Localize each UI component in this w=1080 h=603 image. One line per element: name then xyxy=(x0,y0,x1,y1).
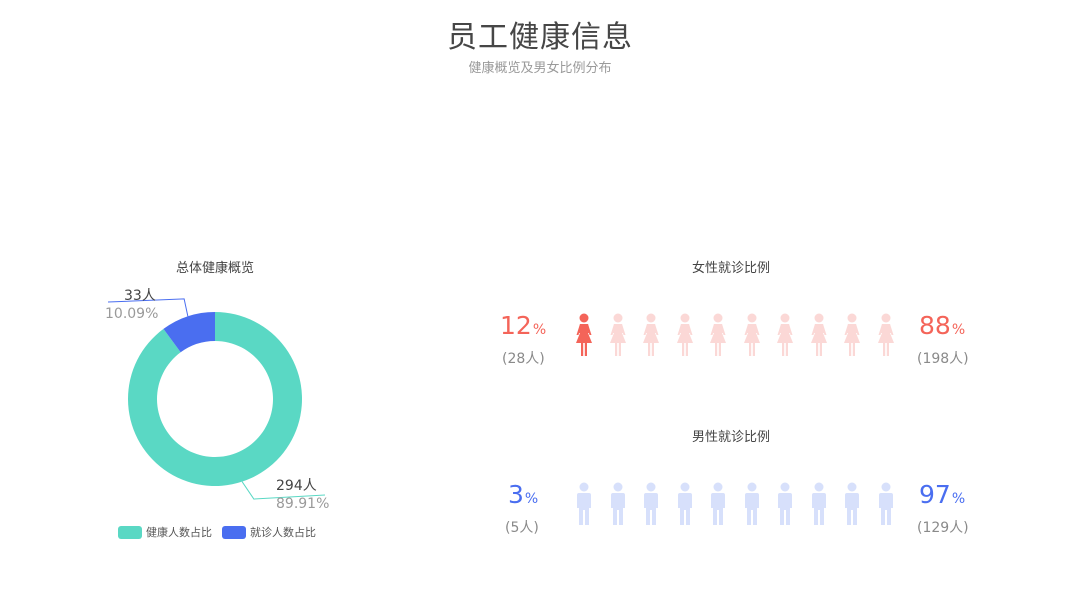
male-figure-icon-6 xyxy=(744,482,759,525)
male-figure-icon-1 xyxy=(577,482,591,525)
male-figure-icon-5 xyxy=(711,482,725,525)
female-left-percent-unit: % xyxy=(532,322,547,338)
female-left-percent: 12% xyxy=(500,312,546,344)
female-chart-title: 女性就诊比例 xyxy=(691,261,770,276)
female-left-percent-value: 12 xyxy=(500,311,532,340)
legend-swatch-healthy xyxy=(118,525,142,539)
donut-chart-title: 总体健康概览 xyxy=(175,261,254,276)
male-figure-icon-8 xyxy=(811,482,826,525)
donut-slice-healthy[interactable] xyxy=(128,312,303,486)
female-right-percent: 88% xyxy=(919,312,965,344)
legend-item-healthy[interactable]: 健康人数占比 xyxy=(118,524,212,540)
female-figure-icon-9 xyxy=(844,313,860,356)
female-right-percent-unit: % xyxy=(951,322,966,338)
male-figure-icon-4 xyxy=(677,482,692,525)
male-right-count: (129人) xyxy=(917,520,969,536)
female-right-count: (198人) xyxy=(917,351,969,367)
female-figure-icon-6 xyxy=(743,313,760,356)
legend-swatch-visit xyxy=(222,525,246,539)
page-subtitle: 健康概览及男女比例分布 xyxy=(468,61,612,76)
donut-slice-visit[interactable] xyxy=(163,312,215,353)
male-icon-row xyxy=(572,482,907,526)
male-figure-icon-3 xyxy=(644,482,658,525)
female-left-count: (28人) xyxy=(502,351,545,367)
male-left-count: (5人) xyxy=(505,520,539,536)
male-right-percent-value: 97 xyxy=(919,480,951,509)
donut-legend: 健康人数占比 就诊人数占比 xyxy=(118,524,326,540)
female-figure-icon-4 xyxy=(676,313,693,356)
donut-percent-label-visit: 10.09% xyxy=(105,306,158,322)
male-figure-icon-10 xyxy=(878,482,893,525)
female-figure-icon-10 xyxy=(877,313,894,356)
male-left-percent-unit: % xyxy=(524,491,539,507)
female-figure-icon-3 xyxy=(643,313,659,356)
male-figure-icon-7 xyxy=(778,482,792,525)
male-left-percent: 3% xyxy=(508,481,538,513)
male-figure-icon-9 xyxy=(845,482,859,525)
donut-value-label-healthy: 294人 xyxy=(276,478,317,494)
page-title: 员工健康信息 xyxy=(447,20,633,55)
donut-percent-label-healthy: 89.91% xyxy=(276,496,329,512)
female-figure-icon-2 xyxy=(609,313,626,356)
legend-label-healthy: 健康人数占比 xyxy=(146,526,212,539)
male-right-percent: 97% xyxy=(919,481,965,513)
female-figure-icon-7 xyxy=(777,313,793,356)
legend-label-visit: 就诊人数占比 xyxy=(250,526,316,539)
donut-value-label-visit: 33人 xyxy=(124,288,156,304)
female-right-percent-value: 88 xyxy=(919,311,951,340)
legend-item-visit[interactable]: 就诊人数占比 xyxy=(222,524,316,540)
female-icon-row xyxy=(572,313,907,357)
male-right-percent-unit: % xyxy=(951,491,966,507)
female-figure-icon-8 xyxy=(810,313,827,356)
donut-leader-line-healthy xyxy=(241,481,326,500)
donut-chart: 294人 89.91% 33人 10.09% xyxy=(105,288,329,512)
female-figure-icon-1 xyxy=(576,313,592,356)
donut-leader-line-visit xyxy=(107,298,189,317)
male-left-percent-value: 3 xyxy=(508,480,524,509)
female-figure-icon-5 xyxy=(710,313,726,356)
male-chart-title: 男性就诊比例 xyxy=(691,430,770,445)
male-figure-icon-2 xyxy=(610,482,625,525)
